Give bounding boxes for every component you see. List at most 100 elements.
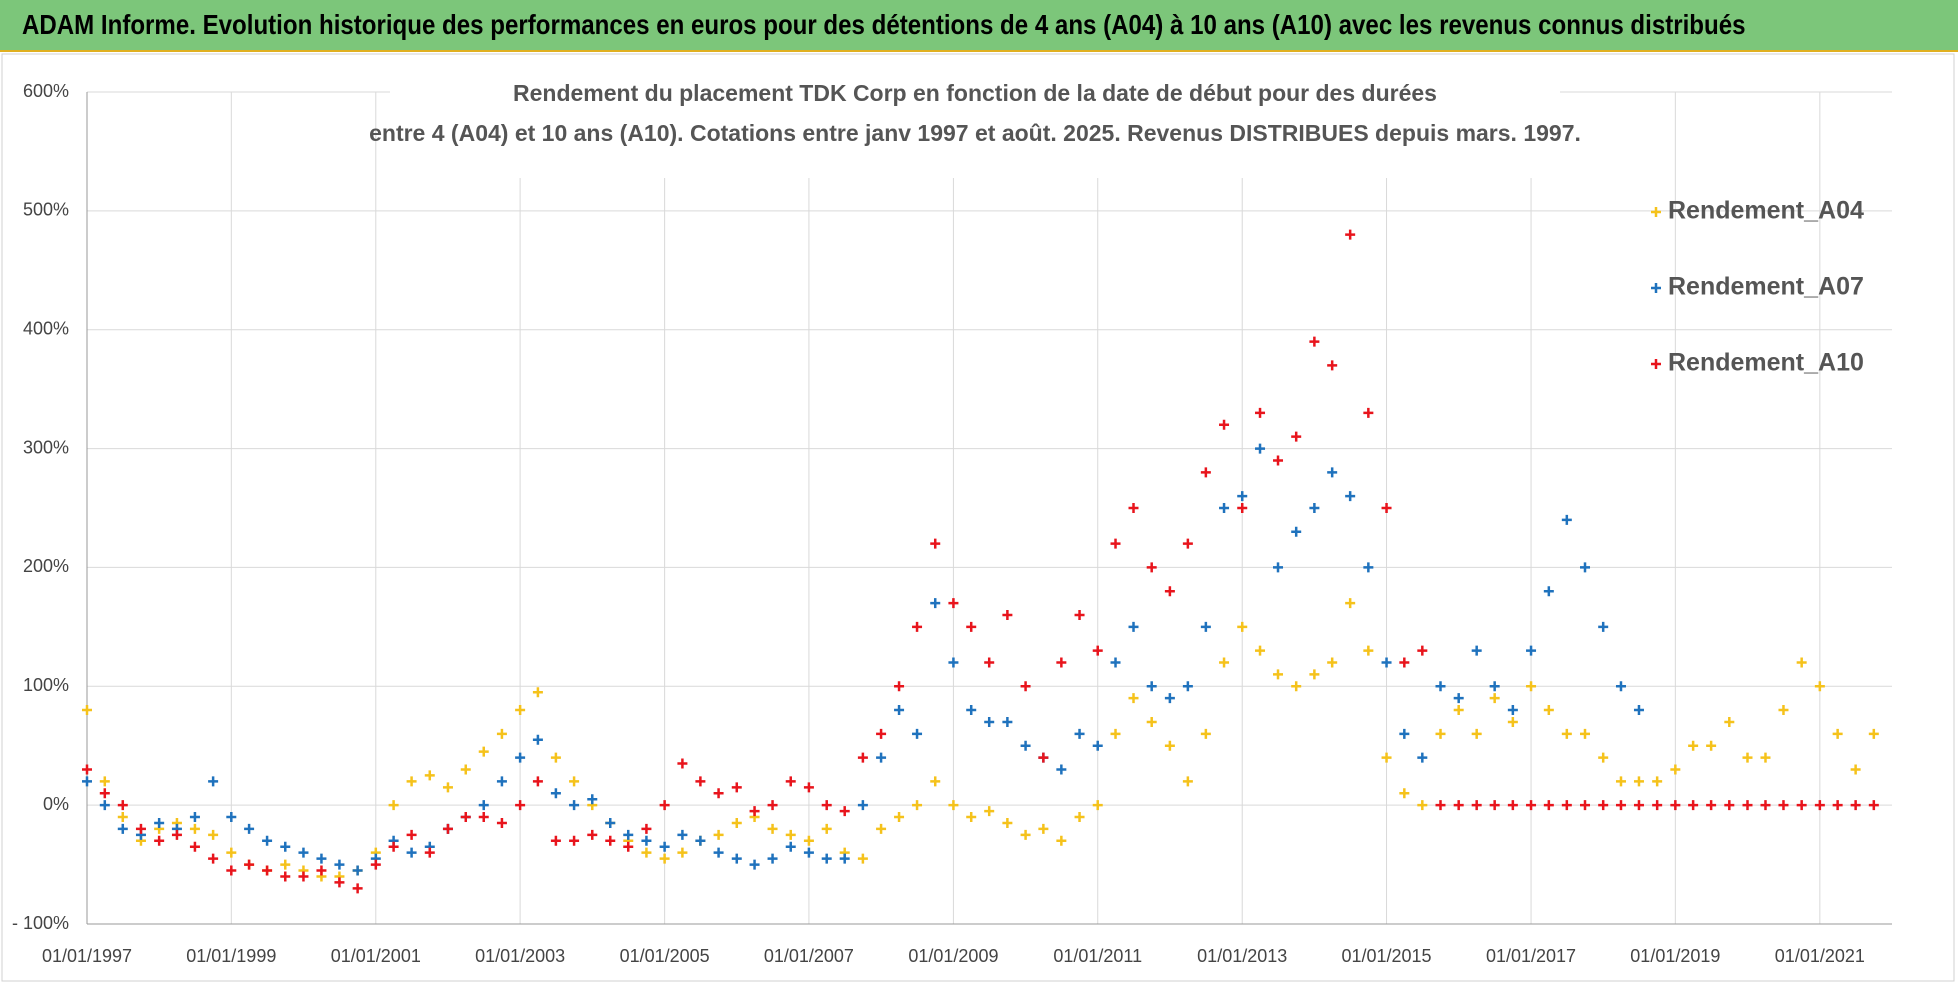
data-point xyxy=(442,823,453,834)
data-point xyxy=(298,847,309,858)
data-point xyxy=(1128,693,1139,704)
data-point xyxy=(1291,681,1302,692)
data-point xyxy=(1092,645,1103,656)
data-point xyxy=(1760,800,1771,811)
data-point xyxy=(1526,800,1537,811)
y-tick-label: 600% xyxy=(23,81,69,101)
data-point xyxy=(569,776,580,787)
data-point xyxy=(1688,800,1699,811)
data-point xyxy=(1471,728,1482,739)
x-tick-label: 01/01/2011 xyxy=(1053,946,1142,966)
data-point xyxy=(1724,716,1735,727)
data-point xyxy=(821,800,832,811)
y-tick-label: 200% xyxy=(23,556,69,576)
x-tick-label: 01/01/2009 xyxy=(908,946,998,966)
data-point xyxy=(605,835,616,846)
data-point xyxy=(1868,728,1879,739)
data-point xyxy=(1255,645,1266,656)
data-point xyxy=(1309,669,1320,680)
legend-label: Rendement_A07 xyxy=(1668,273,1864,301)
data-point xyxy=(189,841,200,852)
data-point xyxy=(496,776,507,787)
legend-marker xyxy=(1651,283,1661,293)
data-point xyxy=(1850,764,1861,775)
data-point xyxy=(966,812,977,823)
data-point xyxy=(1526,645,1537,656)
data-point xyxy=(767,853,778,864)
data-point xyxy=(1164,740,1175,751)
data-point xyxy=(208,776,219,787)
data-point xyxy=(894,681,905,692)
data-point xyxy=(695,835,706,846)
data-point xyxy=(1580,728,1591,739)
data-point xyxy=(388,841,399,852)
data-point xyxy=(1814,800,1825,811)
y-tick-label: - 100% xyxy=(12,913,69,933)
data-point xyxy=(1453,705,1464,716)
data-point xyxy=(1435,681,1446,692)
data-point xyxy=(1706,800,1717,811)
data-point xyxy=(1200,621,1211,632)
data-point xyxy=(82,764,92,775)
data-point xyxy=(1074,728,1085,739)
data-point xyxy=(1164,693,1175,704)
data-point xyxy=(857,800,868,811)
data-point xyxy=(1002,609,1013,620)
data-point xyxy=(1435,800,1446,811)
data-point xyxy=(226,865,237,876)
data-point xyxy=(496,728,507,739)
x-tick-label: 01/01/2017 xyxy=(1486,946,1576,966)
data-point xyxy=(1327,360,1338,371)
data-point xyxy=(1598,621,1609,632)
data-point xyxy=(298,871,309,882)
data-point xyxy=(1435,728,1446,739)
data-point xyxy=(1110,657,1121,668)
data-point xyxy=(1670,764,1681,775)
data-point xyxy=(208,853,219,864)
data-point xyxy=(1146,681,1157,692)
data-point xyxy=(496,817,507,828)
data-point xyxy=(930,776,941,787)
data-point xyxy=(803,835,814,846)
data-point xyxy=(1381,752,1392,763)
data-point xyxy=(605,817,616,828)
x-tick-label: 01/01/2021 xyxy=(1775,946,1865,966)
chart: 01/01/1997 01/01/1999 01/01/2001 01/01/2003… xyxy=(1,53,1955,982)
data-point xyxy=(189,812,200,823)
data-point xyxy=(1038,752,1049,763)
data-point xyxy=(984,657,995,668)
data-point xyxy=(587,829,598,840)
data-point xyxy=(1615,800,1626,811)
data-point xyxy=(1724,800,1735,811)
data-point xyxy=(1796,800,1807,811)
x-tick-label: 01/01/2019 xyxy=(1630,946,1720,966)
data-point xyxy=(532,687,543,698)
data-point xyxy=(1128,503,1139,513)
data-point xyxy=(1489,800,1500,811)
data-point xyxy=(1020,829,1031,840)
data-point xyxy=(1200,467,1211,478)
x-tick-label: 01/01/2005 xyxy=(620,946,710,966)
data-point xyxy=(1399,788,1410,799)
data-point xyxy=(1543,586,1554,597)
data-point xyxy=(1146,562,1157,573)
data-point xyxy=(1561,728,1572,739)
data-point xyxy=(1489,681,1500,692)
data-point xyxy=(352,883,363,894)
data-point xyxy=(1561,514,1572,525)
data-point xyxy=(713,829,724,840)
data-point xyxy=(280,859,291,870)
data-point xyxy=(244,859,255,870)
data-point xyxy=(280,871,291,882)
data-point xyxy=(857,752,868,763)
data-point xyxy=(1453,800,1464,811)
header-bar: ADAM Informe. Evolution historique des p… xyxy=(0,0,1958,52)
data-point xyxy=(1417,645,1428,656)
data-point xyxy=(1092,740,1103,751)
data-point xyxy=(1273,669,1284,680)
legend-marker xyxy=(1651,359,1661,369)
data-point xyxy=(641,835,652,846)
data-point xyxy=(659,853,670,864)
data-point xyxy=(1182,776,1193,787)
data-point xyxy=(1146,716,1157,727)
